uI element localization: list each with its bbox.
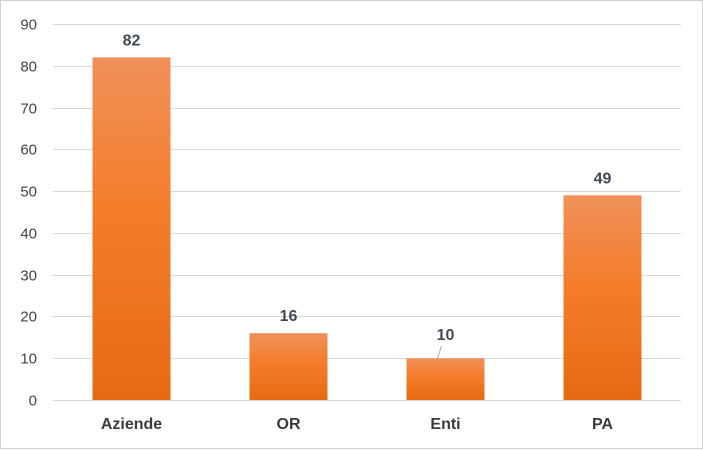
data-label-leader [437, 346, 442, 359]
x-category-label: Enti [430, 416, 460, 433]
y-tick-label: 0 [29, 393, 37, 410]
data-label: 16 [280, 308, 298, 325]
data-label: 82 [123, 32, 141, 49]
bar-or [249, 333, 328, 400]
x-category-label: PA [592, 416, 613, 433]
y-tick-label: 60 [20, 142, 37, 159]
x-category-label: OR [277, 416, 301, 433]
y-tick-label: 40 [20, 226, 37, 243]
y-axis-ticks: 0 10 20 30 40 50 60 70 80 90 [20, 17, 37, 410]
data-labels: 82 16 10 49 [123, 32, 612, 359]
bar-aziende [92, 57, 171, 401]
data-label: 10 [437, 327, 455, 344]
y-tick-label: 70 [20, 101, 37, 118]
y-tick-label: 20 [20, 309, 37, 326]
y-tick-label: 80 [20, 59, 37, 76]
y-tick-label: 10 [20, 351, 37, 368]
bar-pa [563, 195, 642, 400]
y-tick-label: 90 [20, 17, 37, 34]
y-tick-label: 50 [20, 184, 37, 201]
data-label: 49 [594, 170, 612, 187]
bar-enti [406, 358, 485, 400]
x-axis-categories: Aziende OR Enti PA [101, 416, 614, 433]
bars [92, 57, 642, 401]
x-category-label: Aziende [101, 416, 162, 433]
y-tick-label: 30 [20, 268, 37, 285]
